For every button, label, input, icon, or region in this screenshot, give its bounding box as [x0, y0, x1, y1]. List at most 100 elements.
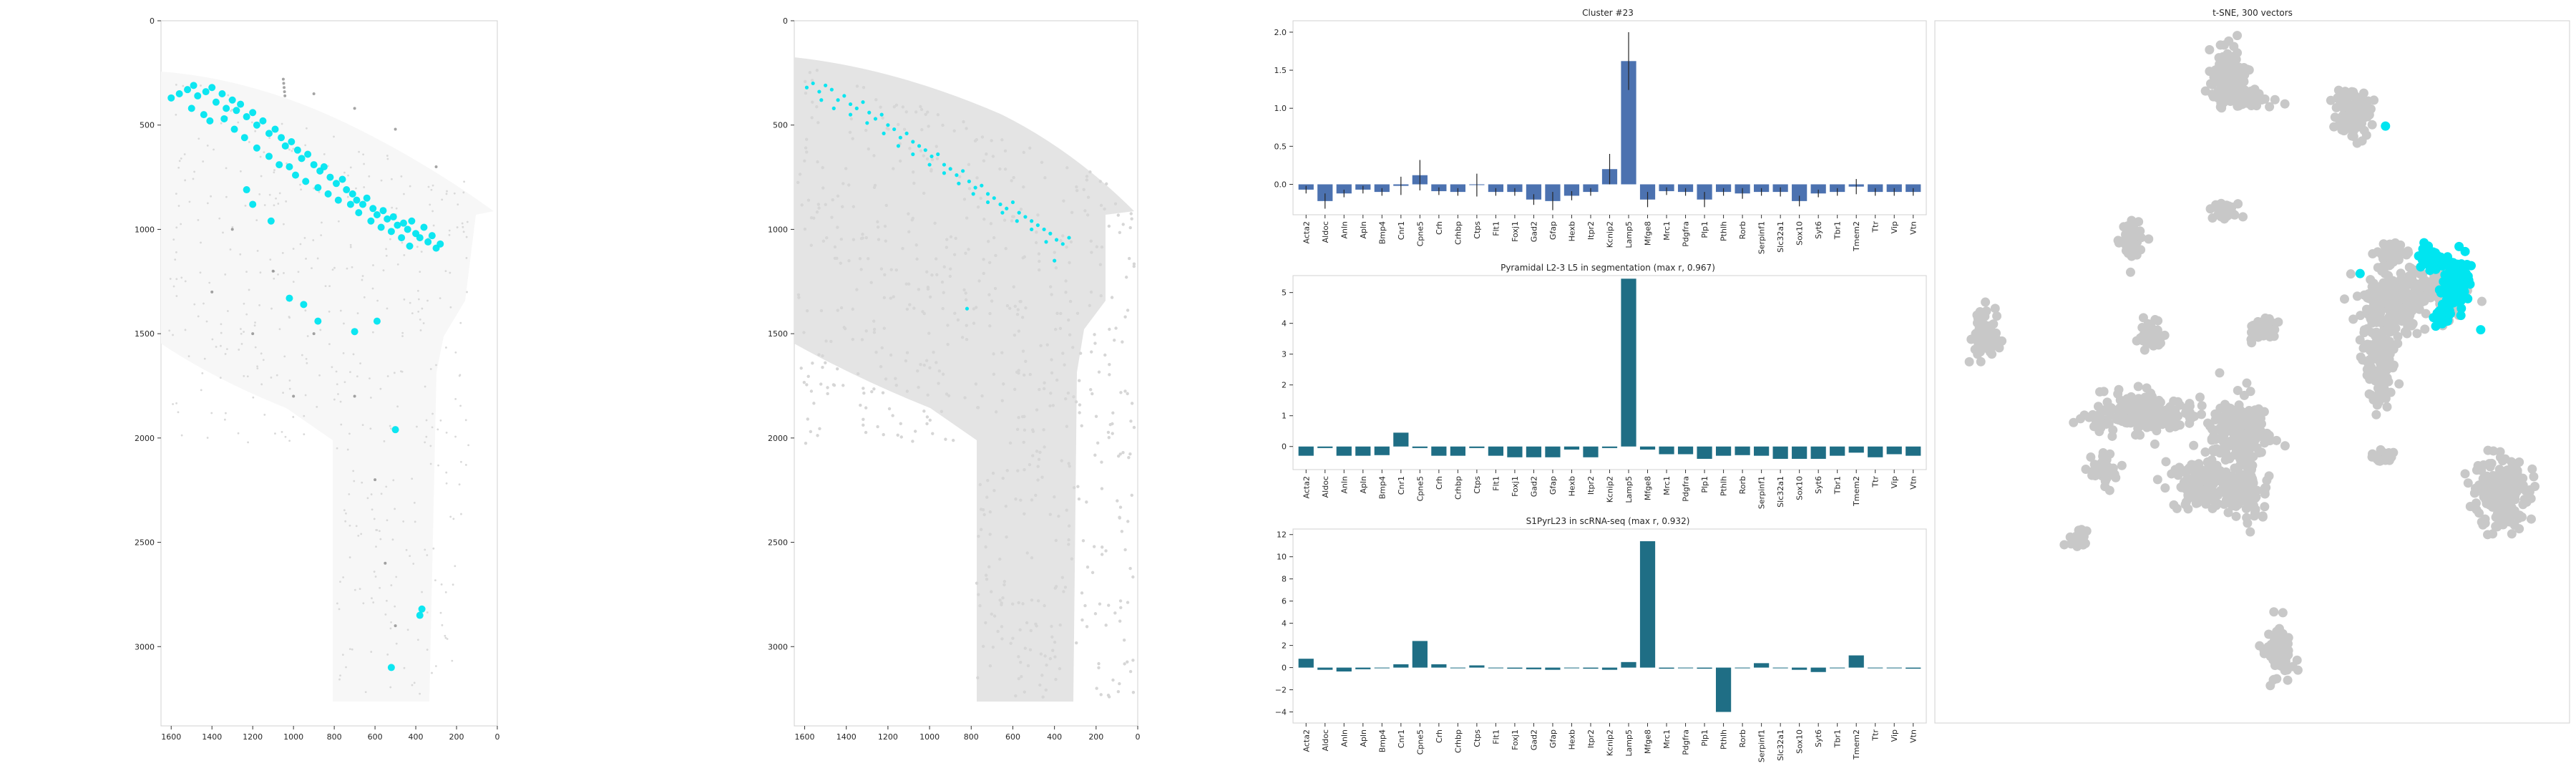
background-cell-point [463, 180, 466, 183]
background-cell-point [256, 367, 259, 370]
background-cell-point [175, 193, 177, 195]
background-cell-point [444, 636, 447, 639]
segmented-cell-point [1061, 234, 1065, 238]
highlighted-cell-point [436, 240, 444, 248]
background-cell-point [339, 581, 341, 583]
tsne-point [2154, 395, 2164, 405]
bar [1868, 667, 1883, 669]
background-cell-point [275, 197, 277, 200]
background-cell-point [431, 184, 434, 187]
tsne-point [2160, 330, 2170, 340]
segmented-cell-point [821, 165, 824, 170]
segmented-cell-point [907, 282, 911, 286]
tsne-point [2477, 296, 2487, 306]
segmented-cell-point [1059, 311, 1063, 316]
x-tick-label: 200 [1088, 732, 1103, 742]
segmented-cell-point [913, 430, 917, 433]
highlighted-cell-point [293, 146, 301, 154]
highlighted-cell-point [861, 100, 865, 105]
highlighted-cell-point [394, 221, 401, 229]
background-cell-point [278, 192, 281, 195]
background-cell-point [321, 221, 323, 224]
tsne-point [2378, 253, 2388, 263]
segmented-cell-point [897, 122, 900, 127]
tsne-point [2238, 212, 2248, 222]
segmented-cell-point [922, 311, 926, 316]
segmented-cell-point [952, 253, 957, 256]
tsne-highlight-point [2422, 259, 2432, 269]
background-cell-point [466, 291, 468, 294]
tsne-point [2095, 387, 2105, 397]
segmented-cell-point [1118, 599, 1123, 603]
bar [1621, 661, 1636, 668]
segmented-cell-point [1098, 263, 1103, 266]
segmented-cell-point [862, 85, 866, 89]
background-cell-point [358, 588, 361, 591]
y-tick-label: 4 [1282, 319, 1287, 329]
background-cell-point [405, 548, 408, 551]
tsne-point [2152, 475, 2162, 485]
segmented-cell-point [1020, 414, 1025, 419]
segmented-cell-point [1036, 465, 1040, 468]
segmented-cell-point [991, 155, 995, 158]
tissue-signal-point [230, 228, 234, 231]
tsne-point [2258, 511, 2268, 521]
tsne-point [2220, 410, 2230, 420]
background-cell-point [347, 174, 349, 177]
gene-label: Vtn [1909, 729, 1918, 743]
background-cell-point [449, 515, 452, 518]
segmented-cell-point [1002, 218, 1007, 222]
segmented-cell-point [1111, 411, 1115, 414]
highlighted-cell-point [804, 85, 809, 89]
background-cell-point [301, 354, 303, 357]
highlighted-cell-point [243, 186, 250, 194]
segmented-cell-point [982, 258, 985, 261]
tsne-point [2371, 331, 2381, 341]
gene-label: Plp1 [1700, 221, 1709, 238]
segmented-cell-point [1000, 351, 1004, 354]
segmented-cell-point [945, 246, 949, 249]
tsne-point [2421, 309, 2431, 319]
background-cell-point [262, 359, 265, 362]
segmented-cell-point [990, 612, 993, 616]
segmented-cell-point [809, 243, 813, 247]
tsne-point [2250, 99, 2260, 109]
bar [1336, 667, 1352, 671]
segmented-cell-point [1000, 625, 1004, 629]
segmented-cell-point [1043, 445, 1046, 449]
segmented-cell-point [1017, 655, 1020, 659]
tsne-point [2373, 455, 2384, 465]
segmented-cell-point [1065, 245, 1068, 249]
tsne-chart-frame [1934, 20, 2570, 724]
tsne-point [2235, 470, 2245, 480]
tsne-point [2229, 67, 2239, 77]
background-cell-point [378, 530, 381, 533]
segmented-cell-point [985, 495, 989, 499]
segmented-cell-point [962, 198, 967, 201]
highlighted-cell-point [233, 107, 240, 115]
gene-label: Anln [1340, 729, 1349, 747]
segmented-cell-point [975, 176, 979, 180]
gene-label: Sox10 [1795, 221, 1805, 246]
bar [1697, 667, 1712, 669]
highlighted-cell-point [167, 94, 175, 102]
highlighted-cell-point [212, 98, 220, 106]
segmented-cell-point [1080, 591, 1084, 595]
gene-label: Cpne5 [1415, 221, 1425, 246]
tsne-point [2173, 470, 2183, 480]
segmented-cell-point [1126, 392, 1129, 396]
tsne-point [2344, 118, 2354, 128]
background-cell-point [426, 649, 429, 651]
segmented-cell-point [1019, 498, 1023, 502]
gene-label: Aldoc [1321, 729, 1330, 751]
tsne-point [2420, 324, 2430, 334]
segmented-cell-point [817, 206, 821, 210]
segmented-cell-point [967, 187, 972, 190]
tsne-point [2161, 457, 2171, 467]
tsne-point [2371, 409, 2381, 419]
segmented-cell-point [901, 105, 905, 109]
background-cell-point [431, 210, 434, 213]
segmented-cell-point [1039, 652, 1043, 656]
background-cell-point [451, 659, 454, 662]
tsne-point [2074, 525, 2084, 535]
